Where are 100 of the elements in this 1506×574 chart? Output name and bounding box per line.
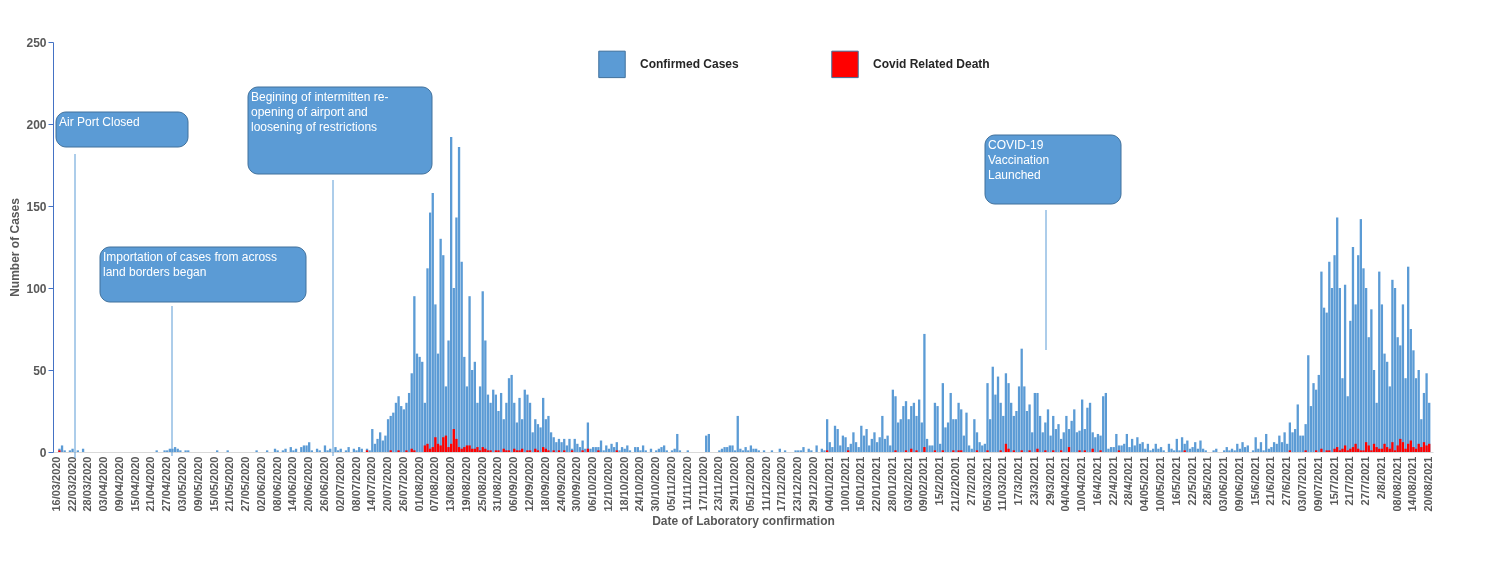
x-tick-label: 23/3/2021 [1027,456,1040,506]
bar [426,443,429,452]
x-tick-label: 07/08/2020 [428,456,441,512]
x-tick-label: 17/11/2020 [696,456,709,511]
bar [560,442,563,452]
bar [610,443,613,452]
bar [510,374,513,452]
x-tick-label: 08/08/2021 [1390,456,1403,512]
bar [1199,440,1202,452]
x-tick-label: 16/4/2021 [1090,456,1103,506]
bar [518,397,521,452]
legend-label: Covid Related Death [873,57,990,72]
bar [1283,432,1286,452]
x-tick-label: 05/12/2020 [743,456,756,512]
x-tick-label: 11/03/2021 [996,456,1009,511]
x-tick-label: 10/01/2021 [838,456,851,512]
x-tick-label: 11/11/2020 [680,456,693,511]
bar [302,445,306,452]
bar [300,447,303,452]
x-tick-label: 02/06/2020 [254,456,267,512]
x-tick-label: 04/01/2021 [822,456,835,512]
bar [641,445,645,452]
x-tick-label: 26/07/2020 [396,456,409,512]
bar [1391,442,1394,452]
x-tick-label: 03/07/2021 [1296,456,1309,512]
bar [865,429,868,452]
bar [413,296,416,452]
x-tick-label: 15/7/2021 [1327,456,1340,506]
bar [965,412,968,452]
bar [1241,442,1244,452]
y-tick-label: 250 [26,35,47,50]
x-tick-label: 22/03/2020 [65,456,78,512]
x-axis-title: Date of Laboratory confirmation [652,513,835,528]
x-tick-label: 15/6/2021 [1248,456,1261,506]
x-tick-label: 15/05/2020 [207,456,220,512]
x-tick-label: 09/02/2021 [917,456,930,512]
x-tick-label: 09/07/2021 [1311,456,1324,512]
x-tick-label: 26/06/2020 [317,456,330,512]
x-tick-label: 17/12/2020 [775,456,788,512]
annotation: Importation of cases from across land borders began [103,250,278,279]
bar [568,438,571,452]
bar [957,402,960,452]
x-tick-label: 14/06/2020 [286,456,299,512]
x-tick-label: 29/3/2021 [1043,456,1056,506]
bar [1007,448,1010,452]
x-tick-label: 14/07/2020 [365,456,378,512]
x-tick-label: 09/04/2020 [112,456,125,512]
x-tick-label: 09/05/2020 [191,456,204,512]
bar [526,394,529,452]
y-tick-label: 50 [33,363,47,378]
x-tick-label: 05/03/2021 [980,456,993,512]
x-tick-label: 04/05/2021 [1138,456,1151,512]
x-tick-label: 23/12/2020 [791,456,804,512]
bar [1320,448,1323,452]
bar [1370,309,1373,452]
bar [749,445,753,452]
x-tick-label: 23/11/2020 [712,456,725,511]
x-tick-label: 08/07/2020 [349,456,362,512]
x-tick-label: 14/08/2021 [1406,456,1419,512]
bar [1028,404,1031,452]
bar [852,432,855,452]
x-tick-label: 22/4/2021 [1106,456,1119,506]
x-tick-label: 21/04/2020 [144,456,157,512]
bar [726,447,729,452]
x-tick-label: 01/08/2020 [412,456,425,512]
bar [1109,447,1113,452]
bar [728,445,732,452]
x-tick-label: 20/07/2020 [381,456,394,512]
bar [591,447,595,452]
y-tick-label: 100 [26,281,47,296]
x-tick-label: 2/8/2021 [1374,456,1387,500]
legend-label: Confirmed Cases [640,57,740,72]
x-tick-label: 16/03/2020 [49,456,62,512]
bar [465,445,469,452]
x-tick-label: 28/5/2021 [1201,456,1214,506]
bar [1383,443,1386,452]
y-tick-label: 150 [26,199,47,214]
bar [662,445,666,452]
x-tick-label: 21/7/2021 [1343,456,1356,506]
bar [547,415,550,452]
x-tick-label: 19/08/2020 [459,456,472,512]
x-tick-label: 17/3/2021 [1012,456,1025,506]
x-tick-label: 11/12/2020 [759,456,772,511]
x-tick-label: 30/09/2020 [570,456,583,512]
bar [1278,435,1281,452]
bar [923,447,926,452]
x-tick-label: 02/07/2020 [333,456,346,512]
x-tick-label: 27/2/2021 [964,456,977,506]
x-tick-label: 31/08/2020 [491,456,504,512]
annotation: Air Port Closed [59,115,140,129]
bar [423,445,427,452]
x-tick-label: 16/5/2021 [1169,456,1182,506]
bar [1312,383,1315,452]
x-tick-label: 27/04/2020 [160,456,173,512]
x-tick-label: 03/04/2020 [97,456,110,512]
x-tick-label: 29/12/2020 [806,456,819,512]
x-tick-label: 08/06/2020 [270,456,283,512]
bar [1333,448,1336,452]
y-tick-label: 0 [39,445,47,460]
y-axis-title: Number of Cases [8,197,23,297]
